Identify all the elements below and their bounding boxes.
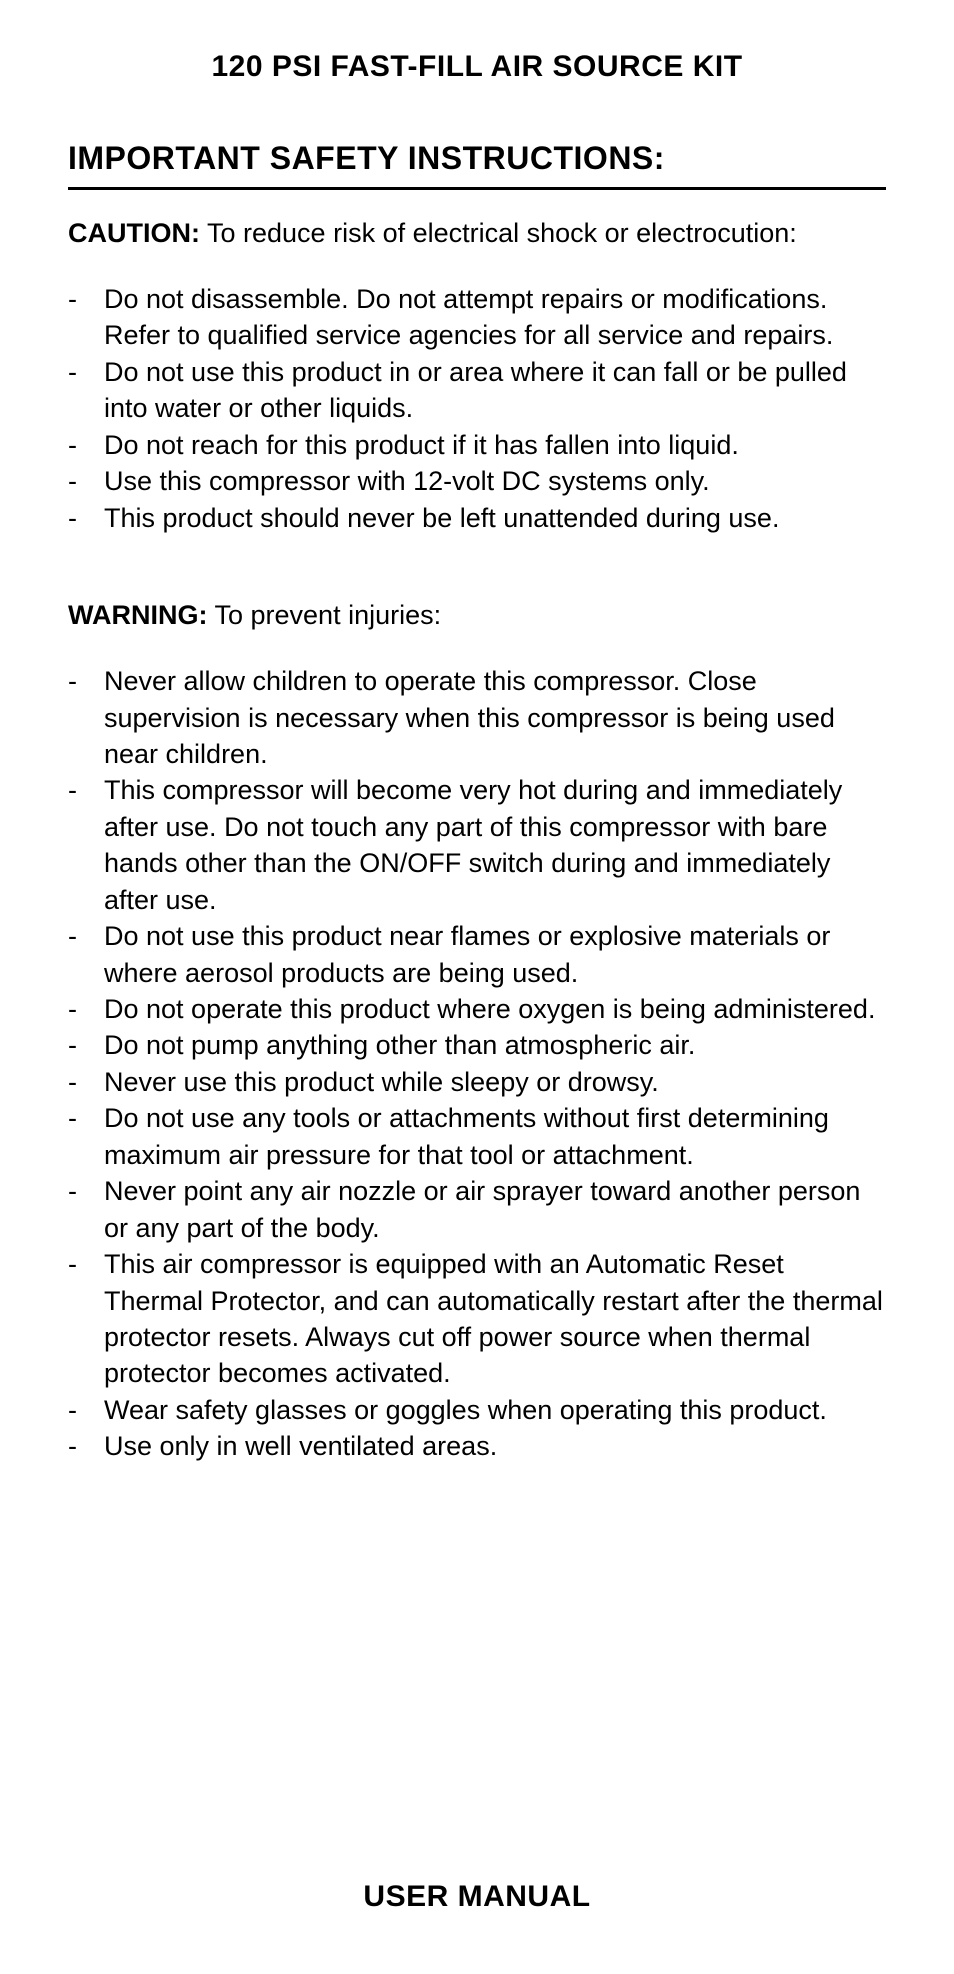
caution-text: To reduce risk of electrical shock or el…	[200, 218, 797, 248]
list-item: Do not use this product near flames or e…	[68, 918, 886, 991]
list-item: This air compressor is equipped with an …	[68, 1246, 886, 1392]
list-item: Do not pump anything other than atmosphe…	[68, 1027, 886, 1063]
list-item: Do not reach for this product if it has …	[68, 427, 886, 463]
list-item: This product should never be left unatte…	[68, 500, 886, 536]
list-item: Use only in well ventilated areas.	[68, 1428, 886, 1464]
caution-list: Do not disassemble. Do not attempt repai…	[68, 281, 886, 536]
section-heading: IMPORTANT SAFETY INSTRUCTIONS:	[68, 140, 886, 190]
list-item: Do not disassemble. Do not attempt repai…	[68, 281, 886, 354]
list-item: Do not use any tools or attachments with…	[68, 1100, 886, 1173]
warning-label: WARNING:	[68, 600, 207, 630]
list-item: Do not use this product in or area where…	[68, 354, 886, 427]
list-item: Wear safety glasses or goggles when oper…	[68, 1392, 886, 1428]
warning-intro: WARNING: To prevent injuries:	[68, 600, 886, 631]
page-title: 120 PSI FAST-FILL AIR SOURCE KIT	[68, 50, 886, 84]
caution-label: CAUTION:	[68, 218, 200, 248]
list-item: Never point any air nozzle or air spraye…	[68, 1173, 886, 1246]
warning-text: To prevent injuries:	[207, 600, 441, 630]
list-item: Use this compressor with 12-volt DC syst…	[68, 463, 886, 499]
list-item: Never allow children to operate this com…	[68, 663, 886, 772]
footer: USER MANUAL	[0, 1880, 954, 1914]
warning-list: Never allow children to operate this com…	[68, 663, 886, 1465]
list-item: This compressor will become very hot dur…	[68, 772, 886, 918]
list-item: Never use this product while sleepy or d…	[68, 1064, 886, 1100]
caution-intro: CAUTION: To reduce risk of electrical sh…	[68, 218, 886, 249]
list-item: Do not operate this product where oxygen…	[68, 991, 886, 1027]
